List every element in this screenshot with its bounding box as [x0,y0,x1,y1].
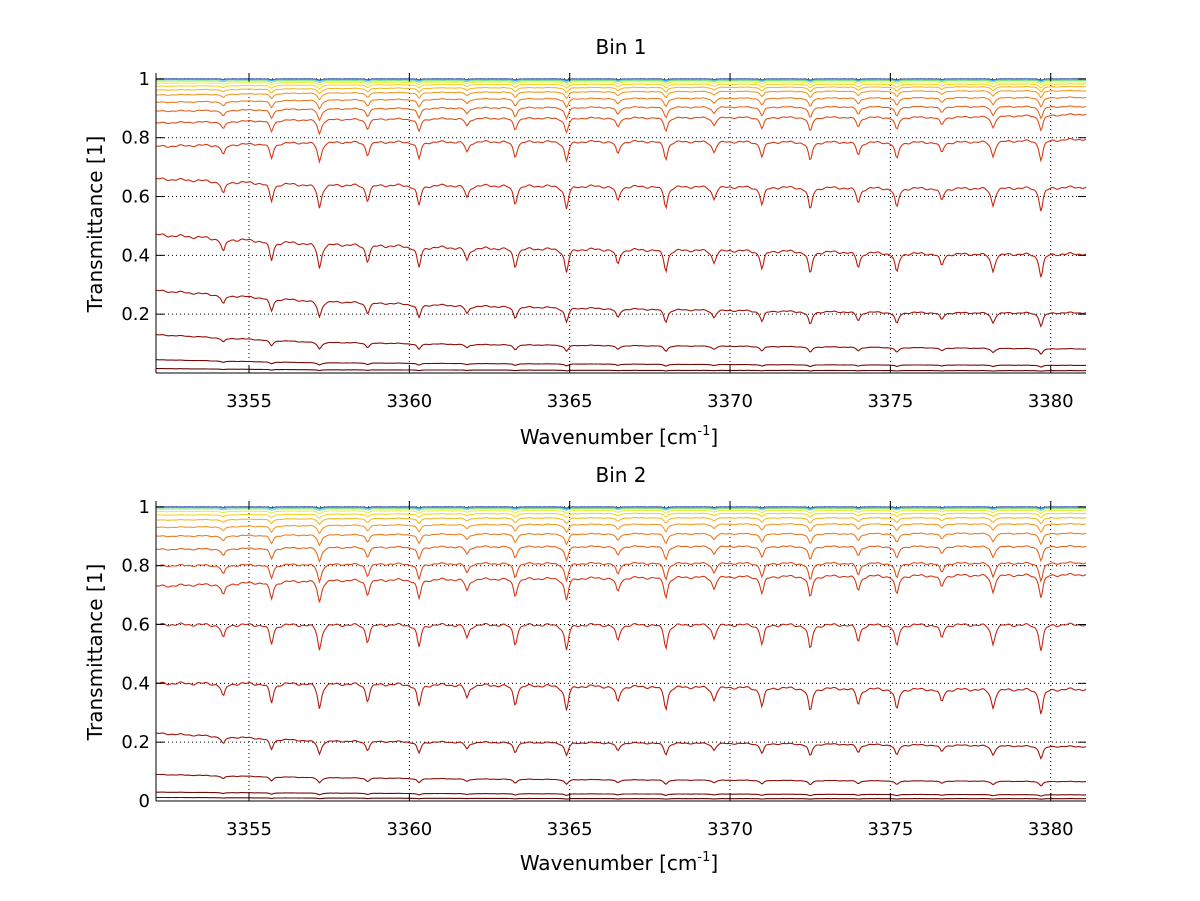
series-line [156,368,1087,372]
series-line [155,512,1087,519]
subplot-title: Bin 2 [595,463,646,487]
series-line [156,509,1087,515]
series-line [156,359,1087,368]
y-tick-label: 0.2 [121,304,150,325]
series-line [155,522,1087,535]
series-line [155,732,1087,760]
series-line [155,83,1087,90]
x-tick-label: 3365 [547,391,593,412]
series-line [155,333,1087,355]
y-axis-label: Transmittance [1] [83,136,107,314]
x-tick-label: 3375 [867,391,913,412]
x-tick-label: 3355 [226,391,272,412]
series-line [156,81,1087,86]
series-line [155,544,1087,564]
subplot-bin-1: Bin 1 3355 3360 3365 3370 3375 3380 0.2 0.4 0.6… [83,35,1087,449]
series-line [156,78,1086,82]
x-tick-label: 3375 [867,819,913,840]
y-tick-label: 0 [139,791,150,812]
y-tick-label: 0.2 [121,732,150,753]
y-tick-label: 0.8 [121,128,150,149]
y-tick-label: 0.6 [121,615,150,636]
series-group [155,78,1087,372]
series-line [155,622,1087,651]
series-line [156,89,1087,101]
series-line [155,96,1087,110]
series-line [155,177,1087,212]
series-line [155,233,1087,278]
x-axis-label-end: ] [710,425,718,449]
x-ticks: 3355 3360 3365 3370 3375 3380 [226,73,1074,412]
y-ticks: 0.2 0.4 0.6 0.8 1 [121,69,1086,325]
y-axis-label: Transmittance [1] [83,564,107,742]
series-group [155,506,1087,800]
axes-frame [155,501,1086,802]
x-axis-label-sup: -1 [697,424,710,439]
series-line [155,791,1087,797]
series-line [155,572,1087,603]
series-line [155,532,1087,547]
series-line [155,113,1087,136]
series-line [156,506,1086,510]
series-line [155,85,1087,95]
series-line [155,773,1087,787]
subplot-bin-2: Bin 2 3355 3360 3365 3370 3375 3380 0 0.2 0.4 0.… [83,463,1087,875]
x-tick-label: 3370 [707,391,753,412]
series-line [155,561,1087,584]
x-tick-label: 3360 [386,391,432,412]
axes-frame [155,73,1086,374]
y-tick-label: 0.4 [121,245,150,266]
series-line [156,516,1087,526]
x-tick-label: 3380 [1028,391,1074,412]
y-ticks: 0 0.2 0.4 0.6 0.8 1 [121,497,1086,812]
series-line [155,681,1087,715]
x-tick-label: 3370 [707,819,753,840]
y-tick-label: 1 [139,69,150,90]
x-tick-label: 3360 [386,819,432,840]
x-axis-label: Wavenumber [cm-1] [520,850,718,875]
subplot-title: Bin 1 [595,35,646,59]
y-tick-label: 0.4 [121,673,150,694]
x-tick-label: 3380 [1028,819,1074,840]
series-line [155,105,1087,122]
series-line [156,506,1086,509]
series-line [156,78,1086,81]
series-line [155,289,1087,328]
x-axis-label-end: ] [710,851,718,875]
x-axis-label: Wavenumber [cm-1] [520,424,718,449]
y-tick-label: 0.8 [121,556,150,577]
y-tick-label: 0.6 [121,187,150,208]
series-line [156,79,1087,84]
series-line [155,796,1087,800]
x-axis-label-main: Wavenumber [cm [520,851,698,875]
x-ticks: 3355 3360 3365 3370 3375 3380 [226,501,1074,840]
series-line [155,137,1087,165]
y-tick-label: 1 [139,497,150,518]
x-axis-label-sup: -1 [697,850,710,865]
x-tick-label: 3355 [226,819,272,840]
x-axis-label-main: Wavenumber [cm [520,425,698,449]
series-line [156,507,1087,512]
x-tick-label: 3365 [547,819,593,840]
